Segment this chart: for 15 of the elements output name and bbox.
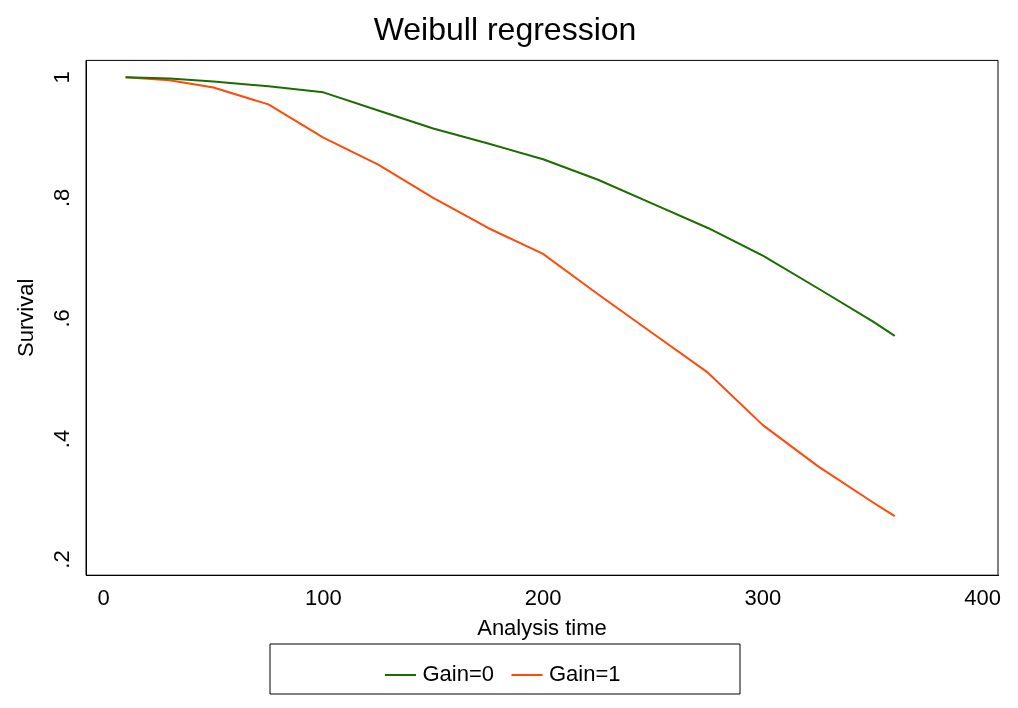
legend-label: Gain=0 xyxy=(422,661,495,687)
x-tick-label: 0 xyxy=(97,585,110,611)
y-tick-label: .8 xyxy=(49,188,75,208)
y-axis-title: Survival xyxy=(13,278,39,357)
y-tick-label: 1 xyxy=(49,71,75,84)
x-axis-title: Analysis time xyxy=(477,614,607,640)
y-tick-label: .2 xyxy=(49,550,75,569)
legend-label: Gain=1 xyxy=(549,661,621,687)
chart-title: Weibull regression xyxy=(373,11,637,48)
x-tick-label: 400 xyxy=(964,585,1001,611)
y-tick-label: .4 xyxy=(49,429,75,449)
x-tick-label: 100 xyxy=(304,585,342,611)
x-tick-label: 200 xyxy=(524,585,562,611)
y-tick-label: .6 xyxy=(49,309,75,328)
x-tick-label: 300 xyxy=(744,585,782,611)
